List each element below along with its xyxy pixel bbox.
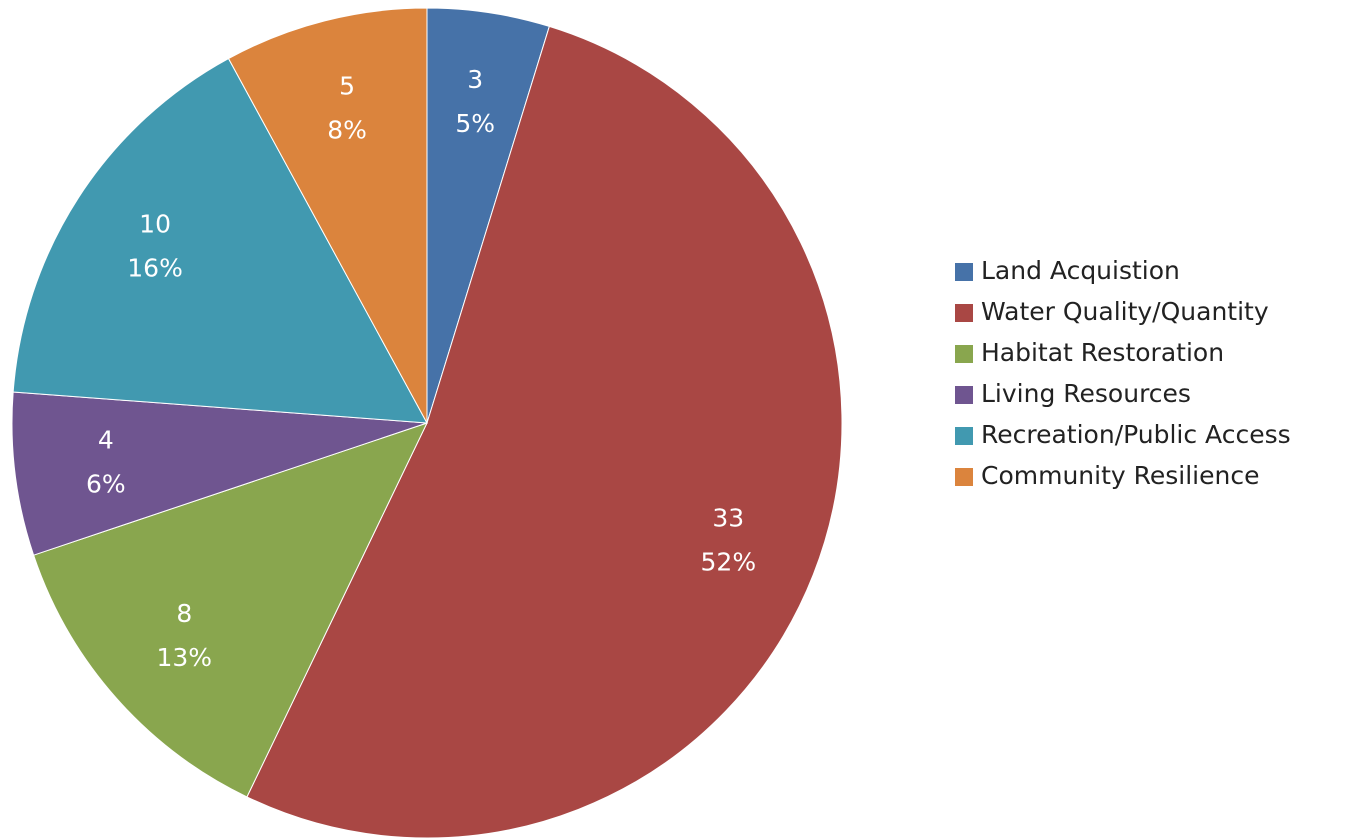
value-label: 10 xyxy=(139,209,171,238)
legend-swatch xyxy=(955,468,973,486)
legend-label: Land Acquistion xyxy=(981,256,1180,285)
value-label: 5 xyxy=(339,71,355,100)
pie-slice xyxy=(32,422,428,798)
legend-label: Water Quality/Quantity xyxy=(981,297,1269,326)
legend-swatch xyxy=(955,427,973,445)
percent-label: 52% xyxy=(701,547,757,576)
value-label: 33 xyxy=(712,503,744,532)
pie-slice xyxy=(12,57,428,424)
percent-label: 5% xyxy=(455,109,495,138)
legend-swatch xyxy=(955,263,973,281)
pie-slice xyxy=(227,7,428,424)
pie-slice xyxy=(11,391,428,556)
percent-label: 8% xyxy=(327,115,367,144)
legend-swatch xyxy=(955,345,973,363)
percent-label: 16% xyxy=(127,253,183,282)
percent-label: 6% xyxy=(86,469,126,498)
legend-label: Habitat Restoration xyxy=(981,338,1224,367)
legend-swatch xyxy=(955,386,973,404)
percent-label: 13% xyxy=(157,643,213,672)
legend-label: Community Resilience xyxy=(981,461,1259,490)
legend-swatch xyxy=(955,304,973,322)
legend-label: Recreation/Public Access xyxy=(981,420,1291,449)
value-label: 4 xyxy=(98,425,114,454)
value-label: 8 xyxy=(176,599,192,628)
pie-slice xyxy=(246,25,843,839)
legend-label: Living Resources xyxy=(981,379,1191,408)
value-label: 3 xyxy=(467,65,483,94)
